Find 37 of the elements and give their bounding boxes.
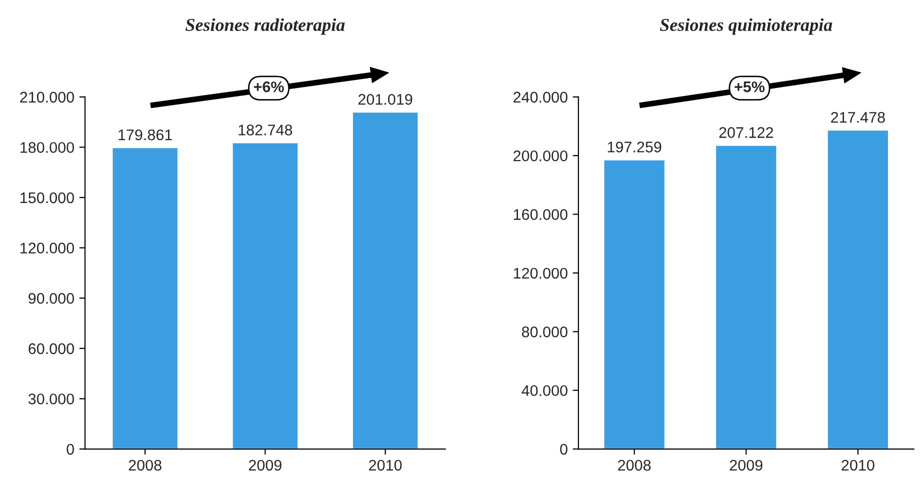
y-tick-label: 0 bbox=[66, 444, 74, 455]
data-label: 207.122 bbox=[719, 127, 773, 138]
y-tick-label: 60.000 bbox=[28, 343, 74, 354]
bar bbox=[231, 142, 299, 450]
x-tick-label: 2010 bbox=[369, 460, 402, 471]
bar bbox=[602, 158, 666, 450]
y-tick-label: 90.000 bbox=[28, 292, 74, 304]
y-tick-label: 160.000 bbox=[514, 209, 568, 220]
bar bbox=[352, 111, 420, 450]
text: +5% bbox=[734, 81, 765, 92]
y-tick-label: 30.000 bbox=[28, 394, 74, 404]
chart-title: Sesiones quimioterapia bbox=[660, 18, 832, 35]
y-tick-label: 120.000 bbox=[20, 242, 74, 254]
data-label: 201.019 bbox=[358, 94, 412, 105]
data-label: 217.478 bbox=[831, 112, 885, 123]
x-tick-label: 2008 bbox=[128, 460, 162, 471]
bar bbox=[111, 146, 179, 450]
x-tick-label: 2009 bbox=[730, 460, 762, 471]
y-tick-label: 40.000 bbox=[522, 385, 568, 396]
x-tick-label: 2008 bbox=[618, 460, 651, 471]
y-tick-label: 200.000 bbox=[514, 150, 568, 162]
y-tick-label: 80.000 bbox=[522, 326, 568, 338]
data-label: 179.861 bbox=[118, 129, 172, 140]
y-tick-label: 150.000 bbox=[20, 192, 74, 204]
y-tick-label: 210.000 bbox=[20, 92, 74, 103]
bar bbox=[714, 144, 778, 450]
x-tick-label: 2009 bbox=[248, 460, 282, 471]
y-tick-label: 180.000 bbox=[20, 142, 74, 153]
y-tick-label: 120.000 bbox=[514, 268, 568, 279]
y-tick-label: 0 bbox=[560, 444, 568, 455]
chart-title: Sesiones radioterapia bbox=[186, 18, 345, 35]
bar bbox=[826, 129, 890, 450]
text: +6% bbox=[254, 81, 284, 92]
x-tick-label: 2010 bbox=[842, 460, 874, 471]
y-tick-label: 240.000 bbox=[514, 92, 568, 103]
data-label: 197.259 bbox=[608, 142, 662, 152]
data-label: 182.748 bbox=[238, 124, 292, 136]
